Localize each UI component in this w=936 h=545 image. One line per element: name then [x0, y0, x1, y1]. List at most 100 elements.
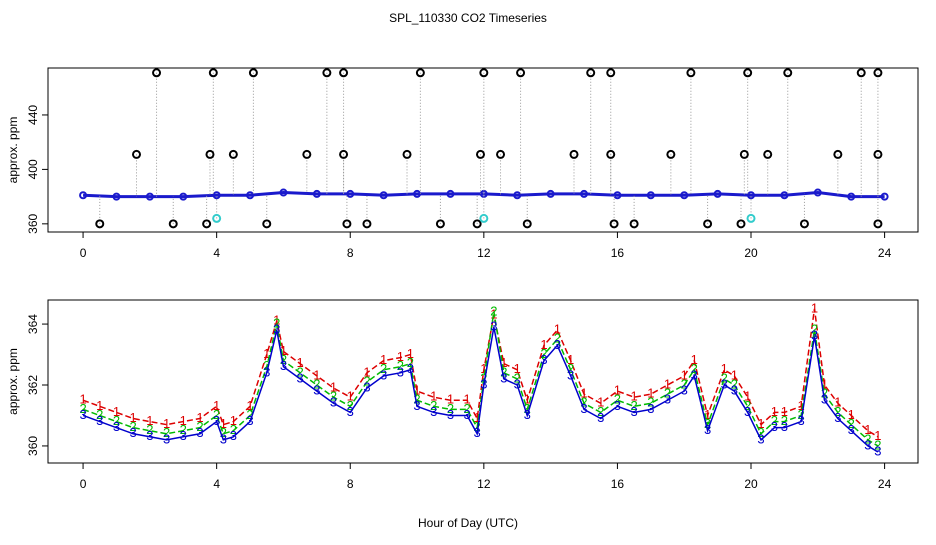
x-tick-label: 12 [477, 477, 491, 491]
point-marker: 3 [514, 376, 521, 391]
point-marker: 2 [580, 395, 587, 410]
point-marker: 2 [647, 395, 654, 410]
y-tick-label: 360 [26, 214, 40, 234]
data-point [446, 189, 455, 198]
data-point [833, 149, 843, 159]
point-marker: 1 [864, 422, 871, 437]
data-point [302, 149, 312, 159]
point-marker: 3 [220, 431, 227, 446]
point-marker: 1 [721, 361, 728, 376]
data-point [145, 192, 154, 201]
data-point [586, 68, 596, 78]
point-marker: 2 [721, 370, 728, 385]
point-marker: 3 [490, 319, 497, 334]
point-marker: 3 [721, 376, 728, 391]
point-marker: 3 [330, 395, 337, 410]
x-tick-label: 24 [878, 246, 892, 260]
point-marker: 1 [430, 389, 437, 404]
y-tick-label: 364 [26, 314, 40, 334]
point-marker: 2 [631, 398, 638, 413]
data-point [606, 68, 616, 78]
point-marker: 2 [464, 401, 471, 416]
point-marker: 2 [413, 392, 420, 407]
x-tick-label: 0 [80, 477, 87, 491]
point-marker: 1 [297, 355, 304, 370]
point-marker: 2 [246, 407, 253, 422]
point-marker: 1 [647, 386, 654, 401]
plot-frame [47, 299, 919, 464]
point-marker: 3 [397, 364, 404, 379]
chart-title: SPL_110330 CO2 Timeseries [389, 11, 547, 25]
point-marker: 3 [631, 404, 638, 419]
point-marker: 3 [313, 383, 320, 398]
plot-frame [47, 67, 919, 233]
point-marker: 2 [797, 407, 804, 422]
data-point [132, 149, 142, 159]
x-axis-label: Hour of Day (UTC) [418, 516, 518, 530]
series-line [82, 326, 879, 453]
x-tick-label: 4 [213, 477, 220, 491]
point-marker: 3 [130, 425, 137, 440]
data-point [873, 219, 883, 229]
point-marker: 2 [757, 425, 764, 440]
data-point [783, 68, 793, 78]
point-marker: 3 [664, 392, 671, 407]
data-point [248, 68, 258, 78]
point-marker: 3 [113, 419, 120, 434]
y-axis-label: approx. ppm [6, 348, 20, 415]
data-point [212, 213, 222, 223]
point-marker: 1 [347, 389, 354, 404]
point-marker: 1 [681, 367, 688, 382]
data-point [205, 149, 215, 159]
data-point [746, 213, 756, 223]
point-marker: 1 [500, 355, 507, 370]
point-marker: 3 [500, 370, 507, 385]
data-point [212, 191, 221, 200]
point-marker: 2 [744, 398, 751, 413]
data-point [666, 149, 676, 159]
point-marker: 1 [664, 376, 671, 391]
data-point [402, 149, 412, 159]
point-marker: 3 [647, 401, 654, 416]
data-point [152, 68, 162, 78]
data-point [475, 149, 485, 159]
point-marker: 1 [554, 322, 561, 337]
point-marker: 1 [874, 428, 881, 443]
data-point [479, 68, 489, 78]
data-point [580, 189, 589, 198]
point-marker: 2 [474, 419, 481, 434]
point-marker: 2 [146, 422, 153, 437]
point-marker: 3 [848, 422, 855, 437]
point-marker: 2 [113, 413, 120, 428]
point-marker: 3 [864, 437, 871, 452]
data-point [362, 219, 372, 229]
point-marker: 3 [280, 358, 287, 373]
data-point [168, 219, 178, 229]
point-marker: 1 [614, 383, 621, 398]
point-marker: 3 [196, 425, 203, 440]
point-marker: 1 [263, 346, 270, 361]
point-marker: 1 [797, 398, 804, 413]
data-point [516, 68, 526, 78]
point-marker: 1 [834, 395, 841, 410]
point-marker: 2 [540, 346, 547, 361]
point-marker: 3 [771, 419, 778, 434]
series-line [82, 308, 879, 438]
point-marker: 2 [79, 401, 86, 416]
data-point [736, 219, 746, 229]
point-marker: 1 [597, 395, 604, 410]
x-tick-label: 8 [347, 246, 354, 260]
data-point [346, 189, 355, 198]
point-marker: 2 [430, 398, 437, 413]
point-marker: 3 [744, 404, 751, 419]
point-marker: 2 [664, 386, 671, 401]
data-point [546, 189, 555, 198]
data-point [339, 149, 349, 159]
point-marker: 3 [430, 404, 437, 419]
data-point [472, 219, 482, 229]
data-point [379, 191, 388, 200]
point-marker: 1 [691, 352, 698, 367]
x-tick-label: 8 [347, 477, 354, 491]
point-marker: 2 [180, 422, 187, 437]
